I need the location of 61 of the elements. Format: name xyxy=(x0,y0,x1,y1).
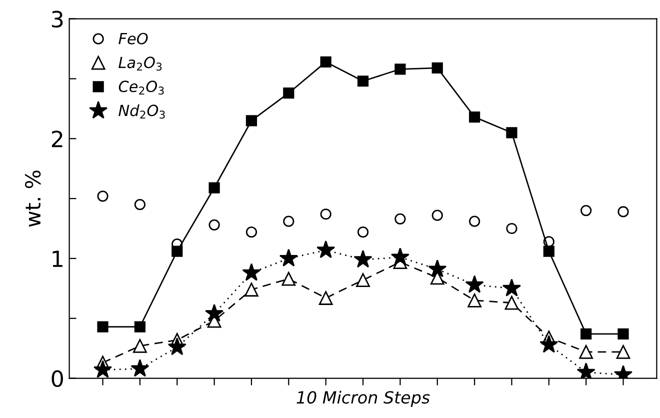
point xyxy=(283,88,294,99)
point xyxy=(580,328,592,340)
point xyxy=(320,56,332,68)
point xyxy=(242,263,261,281)
point xyxy=(616,344,630,359)
point xyxy=(97,190,108,202)
point xyxy=(432,210,443,221)
point xyxy=(172,246,183,257)
point xyxy=(282,272,296,286)
point xyxy=(468,216,480,227)
point xyxy=(540,335,558,353)
point xyxy=(134,321,146,332)
point xyxy=(208,182,220,194)
point xyxy=(205,304,224,322)
point xyxy=(283,216,294,227)
point xyxy=(132,338,147,353)
point xyxy=(502,278,521,296)
point xyxy=(618,206,629,218)
y-tick-label: 0 xyxy=(52,370,63,388)
point xyxy=(357,226,369,238)
point xyxy=(390,248,410,266)
point xyxy=(428,260,447,278)
point xyxy=(506,127,518,138)
point xyxy=(357,76,369,87)
legend-label: La$_{2}$O$_{3}$ xyxy=(118,56,162,71)
point xyxy=(543,246,554,257)
point xyxy=(316,240,336,258)
point xyxy=(465,275,484,293)
y-tick-label: 2 xyxy=(52,130,62,148)
point xyxy=(168,337,186,356)
point xyxy=(394,213,406,224)
point xyxy=(320,208,332,220)
point xyxy=(504,296,519,310)
point xyxy=(468,293,482,308)
point xyxy=(506,222,518,234)
point xyxy=(246,226,258,238)
point xyxy=(580,204,592,216)
point xyxy=(618,328,629,340)
y-tick-label: 3 xyxy=(52,10,63,28)
y-tick-label: 1 xyxy=(52,250,62,267)
point xyxy=(356,273,370,287)
point xyxy=(394,64,406,75)
point xyxy=(134,198,146,210)
point xyxy=(354,250,372,268)
point xyxy=(279,248,298,266)
point xyxy=(93,360,112,378)
y-axis-title: wt. % xyxy=(24,170,41,227)
x-axis-title: 10 Micron Steps xyxy=(296,390,430,407)
point xyxy=(432,62,443,74)
point xyxy=(97,321,108,332)
point xyxy=(208,219,220,230)
legend-label: Nd$_{2}$O$_{3}$ xyxy=(118,104,165,119)
point xyxy=(318,291,333,305)
point xyxy=(576,362,596,378)
point xyxy=(579,344,594,359)
legend-label: FeO xyxy=(118,32,148,44)
point xyxy=(244,282,258,297)
point xyxy=(468,112,480,123)
legend-label: Ce$_{2}$O$_{3}$ xyxy=(118,80,164,95)
point xyxy=(246,115,258,126)
point xyxy=(130,358,150,377)
